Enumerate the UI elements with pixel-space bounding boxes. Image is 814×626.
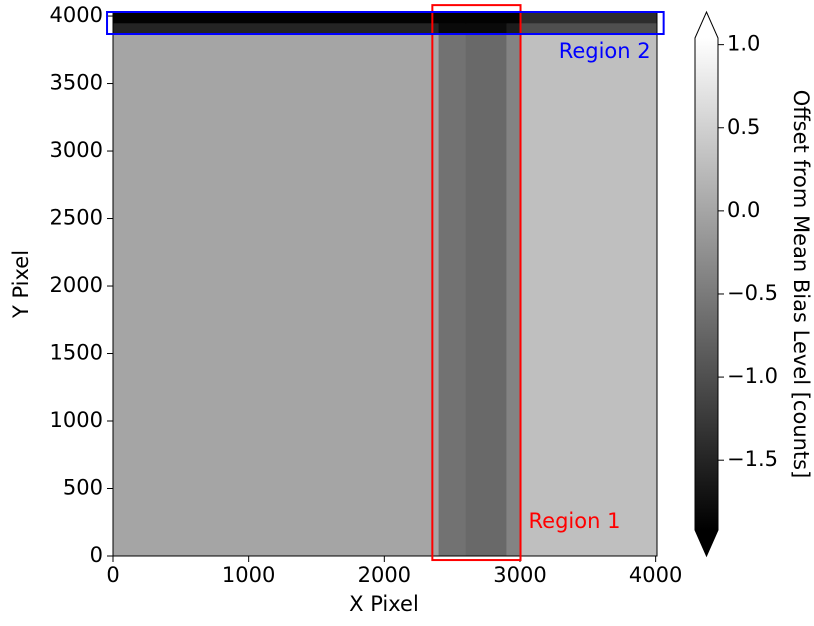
colorbar-extend-bottom: [695, 530, 718, 556]
region-box: [106, 11, 665, 36]
y-tick-label: 2000: [50, 273, 103, 297]
colorbar-tick-label: 0.5: [727, 115, 760, 139]
heatmap-cell: [438, 33, 467, 557]
x-tick-label: 1000: [222, 563, 275, 587]
y-tick-label: 2500: [50, 206, 103, 230]
colorbar: [695, 38, 718, 530]
heatmap-cell: [438, 12, 467, 24]
x-axis-label: X Pixel: [349, 592, 419, 616]
colorbar-label: Offset from Mean Bias Level [counts]: [789, 90, 813, 479]
colorbar-frame: [694, 10, 719, 558]
colorbar-tick-label: −0.5: [727, 281, 778, 305]
colorbar-tick-label: 0.0: [727, 198, 760, 222]
heatmap-cell: [113, 22, 440, 35]
heatmap-cell: [506, 22, 521, 35]
y-tick-label: 3000: [50, 138, 103, 162]
y-tick-label: 3500: [50, 71, 103, 95]
y-tick-label: 0: [90, 543, 103, 567]
heatmap-cell: [465, 22, 507, 35]
region-label: Region 2: [559, 39, 651, 63]
colorbar-tick-label: 1.0: [727, 32, 760, 56]
y-tick-label: 1500: [50, 341, 103, 365]
region-label: Region 1: [529, 509, 621, 533]
y-tick-label: 500: [63, 476, 103, 500]
heatmap-cell: [506, 33, 521, 557]
x-tick-label: 3000: [493, 563, 546, 587]
heatmap-cell: [113, 33, 440, 557]
colorbar-extend-top: [695, 12, 718, 38]
x-tick-label: 4000: [629, 563, 682, 587]
x-tick-label: 2000: [358, 563, 411, 587]
y-tick-label: 1000: [50, 408, 103, 432]
region-box: [431, 4, 522, 562]
heatmap-cell: [519, 22, 658, 35]
colorbar-tick-label: −1.5: [727, 447, 778, 471]
heatmap-cell: [519, 33, 658, 557]
heatmap-cell: [465, 33, 507, 557]
heatmap-cell: [519, 12, 658, 24]
x-tick-label: 0: [106, 563, 119, 587]
y-tick-label: 4000: [50, 3, 103, 27]
heatmap-cell: [438, 22, 467, 35]
heatmap-cell: [506, 12, 521, 24]
heatmap-cell: [113, 12, 440, 24]
heatmap-cell: [465, 12, 507, 24]
y-axis-label: Y Pixel: [9, 250, 33, 319]
colorbar-tick-label: −1.0: [727, 364, 778, 388]
